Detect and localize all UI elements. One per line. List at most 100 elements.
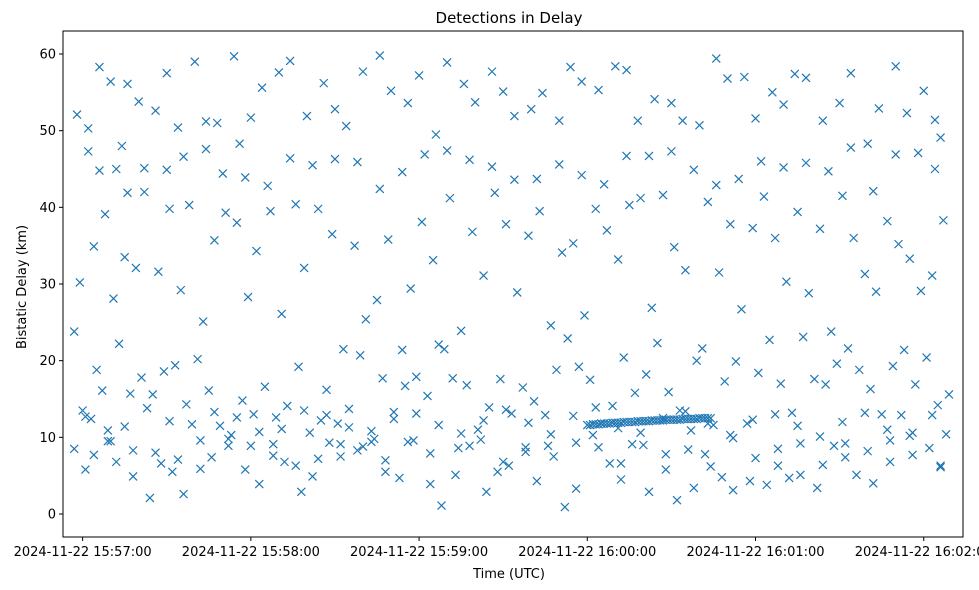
data-point [725,430,735,440]
data-point [560,502,570,512]
data-point [366,426,376,436]
data-point [294,362,303,372]
data-point [201,144,211,154]
data-point [838,191,847,201]
data-point [922,353,931,363]
data-point [652,338,662,348]
data-point [106,436,116,446]
data-point [529,396,539,406]
data-point [484,403,494,412]
data-point [608,401,617,411]
data-point [717,472,727,482]
y-axis-label: Bistatic Delay (km) [15,225,30,349]
data-point [891,150,901,159]
data-point [888,361,898,371]
data-point [249,409,259,419]
data-point [773,444,783,454]
data-point [167,467,177,477]
data-point [829,441,839,451]
data-point [137,373,146,382]
data-point [759,192,769,202]
data-point [588,430,598,440]
x-axis: 2024-11-22 15:57:00 2024-11-22 15:58:00 20… [14,537,979,560]
data-point [681,265,690,275]
data-point [823,166,833,176]
data-point [507,409,517,418]
data-point [885,435,895,445]
data-point [927,410,937,420]
data-point [720,376,730,386]
data-point [361,314,371,324]
data-point [153,267,163,277]
data-point [381,455,390,465]
data-point [863,139,873,149]
data-point [622,151,631,161]
data-point [641,370,651,379]
data-point [403,98,413,108]
data-point [254,427,264,437]
data-point [602,225,612,235]
data-point [930,115,940,125]
data-point [322,410,331,420]
data-point [790,69,800,79]
data-point [490,188,500,198]
y-tick-label: 40 [39,201,56,216]
data-point [630,388,640,398]
data-point [709,420,718,430]
y-tick-label: 20 [39,354,56,369]
data-point [737,304,746,314]
data-point [518,383,528,392]
data-point [695,120,704,130]
data-point [546,320,556,330]
data-point [341,121,351,131]
data-point [162,165,172,175]
data-point [933,400,943,410]
data-point [260,382,270,392]
data-point [599,179,609,189]
data-point [697,343,707,353]
data-point [322,385,331,395]
x-tick-label: 2024-11-22 15:59:00 [350,545,488,560]
data-point [111,457,121,467]
data-point [678,116,688,126]
data-point [106,77,116,87]
data-point [894,239,903,249]
data-point [557,248,567,257]
data-point [299,406,309,415]
x-tick-label: 2024-11-22 16:00:00 [518,545,656,560]
data-point [826,327,836,336]
data-point [877,409,887,419]
data-point [610,61,620,71]
data-point [868,478,878,488]
data-point [913,148,923,158]
data-point [344,422,354,432]
data-point [493,467,503,477]
data-point [526,104,536,114]
data-point [689,483,699,493]
data-point [512,288,522,297]
data-point [509,175,519,185]
data-point [938,215,948,225]
data-point [566,62,575,72]
data-point [268,451,278,461]
data-point [209,407,219,417]
data-point [521,447,531,457]
data-point [849,233,859,243]
y-axis: 0 10 20 30 40 50 60 [39,48,63,523]
data-point [83,146,93,156]
data-point [809,374,819,384]
data-point [591,204,601,214]
data-point [109,294,118,303]
data-point [627,439,637,449]
data-point [554,116,564,126]
data-point [296,487,306,497]
data-point [423,391,432,401]
data-point [916,286,926,296]
data-point [666,146,676,156]
data-point [173,455,183,464]
data-point [277,309,287,319]
data-point [238,396,247,405]
